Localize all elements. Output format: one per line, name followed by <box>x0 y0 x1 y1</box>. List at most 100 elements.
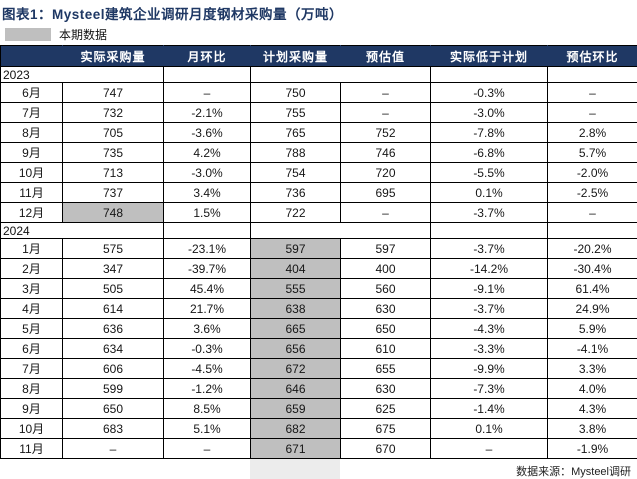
column-header: 实际低于计划 <box>431 46 548 67</box>
empty-cell <box>164 223 251 239</box>
value-cell: 3.8% <box>548 419 637 439</box>
value-cell: 3.6% <box>164 319 251 339</box>
value-cell: -9.1% <box>431 279 548 299</box>
value-cell: 400 <box>341 259 431 279</box>
value-cell: 4.3% <box>548 399 637 419</box>
year-row: 2023 <box>1 67 637 83</box>
value-cell: – <box>164 83 251 103</box>
value-cell: 636 <box>63 319 164 339</box>
value-cell: 0.1% <box>431 419 548 439</box>
month-cell: 12月 <box>1 203 63 223</box>
value-cell: -4.3% <box>431 319 548 339</box>
value-cell: 747 <box>63 83 164 103</box>
corner-cell <box>1 46 63 67</box>
month-cell: 7月 <box>1 359 63 379</box>
value-cell: – <box>341 203 431 223</box>
value-cell: 505 <box>63 279 164 299</box>
value-cell: -3.6% <box>164 123 251 143</box>
value-cell: 560 <box>341 279 431 299</box>
value-cell: 765 <box>251 123 341 143</box>
value-cell: -1.2% <box>164 379 251 399</box>
value-cell: 0.1% <box>431 183 548 203</box>
empty-cell <box>431 67 548 83</box>
value-cell: -3.3% <box>431 339 548 359</box>
value-cell: 610 <box>341 339 431 359</box>
report-figure: 图表1：Mysteel建筑企业调研月度钢材采购量（万吨） 本期数据 实际采购量月… <box>0 0 637 460</box>
value-cell: 5.9% <box>548 319 637 339</box>
value-cell: 21.7% <box>164 299 251 319</box>
month-cell: 10月 <box>1 419 63 439</box>
value-cell: 5.7% <box>548 143 637 163</box>
legend-label: 本期数据 <box>59 26 107 43</box>
value-cell: -4.5% <box>164 359 251 379</box>
column-header: 实际采购量 <box>63 46 164 67</box>
value-cell: 754 <box>251 163 341 183</box>
value-cell: 720 <box>341 163 431 183</box>
value-cell: 630 <box>341 379 431 399</box>
month-cell: 4月 <box>1 299 63 319</box>
value-cell: -7.3% <box>431 379 548 399</box>
value-cell: -0.3% <box>431 83 548 103</box>
empty-cell <box>431 223 548 239</box>
value-cell: -5.5% <box>431 163 548 183</box>
header-row: 实际采购量月环比计划采购量预估值实际低于计划预估环比 <box>1 46 637 67</box>
value-cell: 24.9% <box>548 299 637 319</box>
value-cell: 606 <box>63 359 164 379</box>
value-cell: 3.4% <box>164 183 251 203</box>
value-cell: 659 <box>251 399 341 419</box>
value-cell: 682 <box>251 419 341 439</box>
value-cell: – <box>63 439 164 459</box>
figure-title: 图表1：Mysteel建筑企业调研月度钢材采购量（万吨） <box>0 0 637 23</box>
value-cell: 750 <box>251 83 341 103</box>
value-cell: 630 <box>341 299 431 319</box>
month-cell: 9月 <box>1 143 63 163</box>
value-cell: 1.5% <box>164 203 251 223</box>
value-cell: 755 <box>251 103 341 123</box>
table-header: 实际采购量月环比计划采购量预估值实际低于计划预估环比 <box>1 46 637 67</box>
value-cell: 634 <box>63 339 164 359</box>
value-cell: 4.0% <box>548 379 637 399</box>
month-cell: 2月 <box>1 259 63 279</box>
legend-gray-swatch <box>5 28 51 41</box>
month-cell: 11月 <box>1 183 63 203</box>
value-cell: 4.2% <box>164 143 251 163</box>
value-cell: -9.9% <box>431 359 548 379</box>
value-cell: 3.3% <box>548 359 637 379</box>
value-cell: 675 <box>341 419 431 439</box>
value-cell: -0.3% <box>164 339 251 359</box>
value-cell: -3.7% <box>431 239 548 259</box>
month-cell: 9月 <box>1 399 63 419</box>
month-cell: 6月 <box>1 83 63 103</box>
value-cell: 656 <box>251 339 341 359</box>
value-cell: 646 <box>251 379 341 399</box>
value-cell: 650 <box>341 319 431 339</box>
value-cell: 597 <box>251 239 341 259</box>
value-cell: 705 <box>63 123 164 143</box>
value-cell: 665 <box>251 319 341 339</box>
year-label: 2023 <box>1 67 164 83</box>
month-cell: 10月 <box>1 163 63 183</box>
value-cell: -14.2% <box>431 259 548 279</box>
empty-cell <box>548 223 637 239</box>
value-cell: – <box>548 103 637 123</box>
value-cell: 670 <box>341 439 431 459</box>
value-cell: 597 <box>341 239 431 259</box>
value-cell: 735 <box>63 143 164 163</box>
month-cell: 6月 <box>1 339 63 359</box>
month-cell: 5月 <box>1 319 63 339</box>
year-row: 2024 <box>1 223 637 239</box>
value-cell: -2.0% <box>548 163 637 183</box>
value-cell: 695 <box>341 183 431 203</box>
value-cell: -3.7% <box>431 299 548 319</box>
value-cell: – <box>341 83 431 103</box>
